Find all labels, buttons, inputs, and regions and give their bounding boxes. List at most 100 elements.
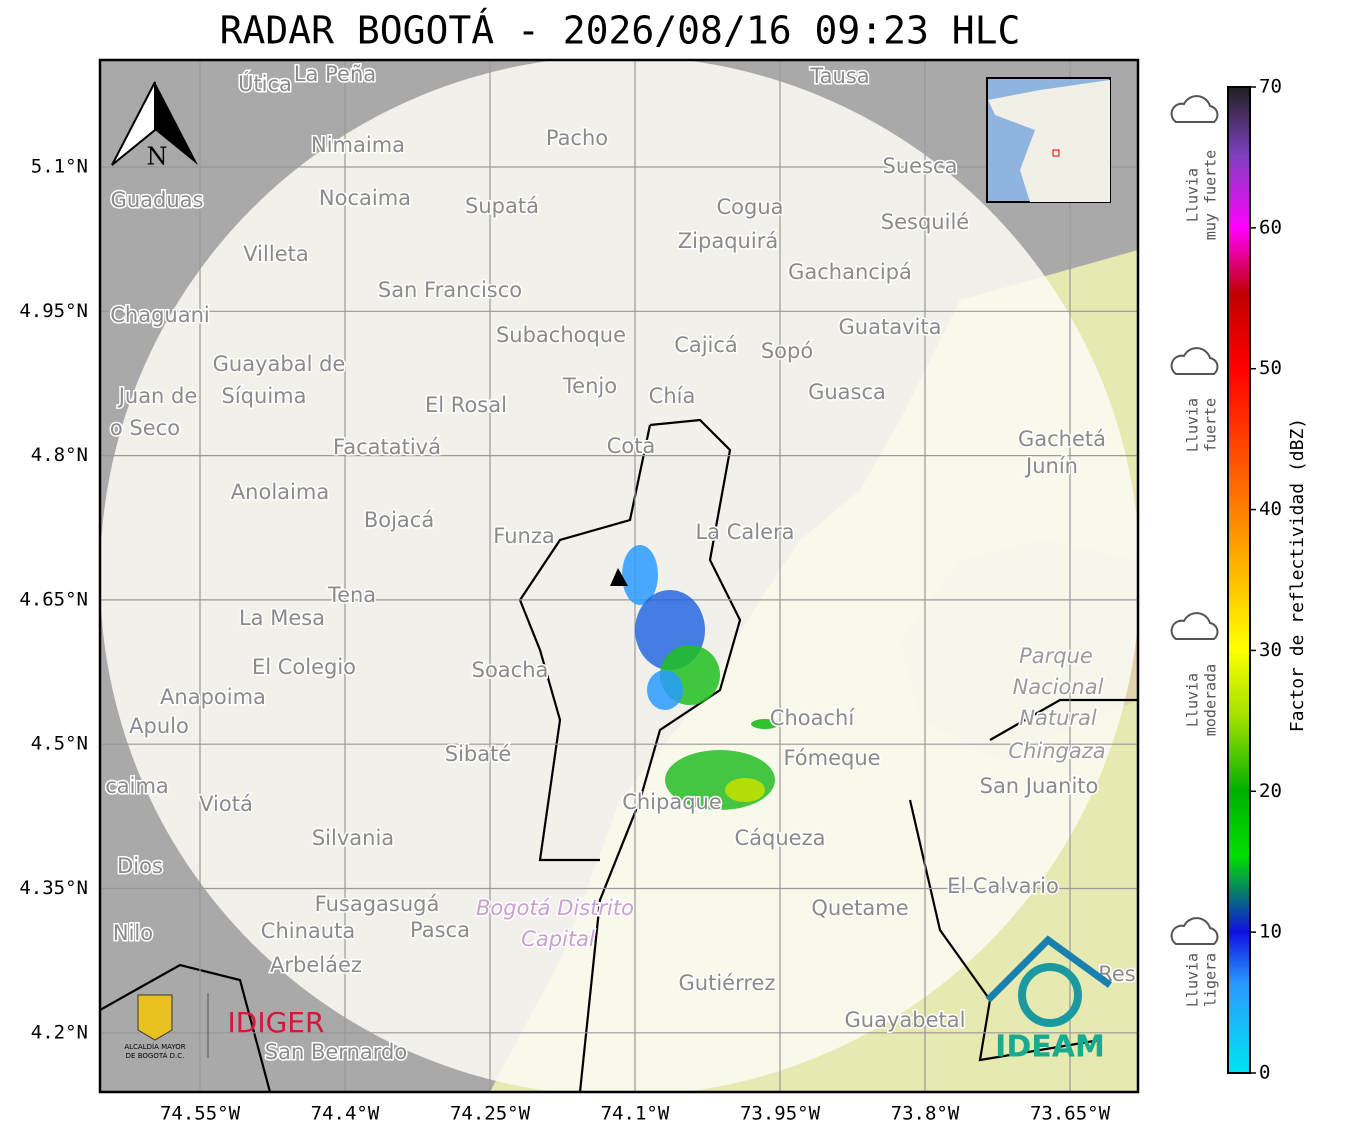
place-label: Sopó	[761, 339, 813, 363]
lon-tick-label: 74.4°W	[311, 1103, 380, 1125]
colorbar-tick-label: 50	[1259, 357, 1282, 379]
place-label: San Juanito	[980, 774, 1099, 798]
place-label: Junín	[1024, 454, 1078, 478]
coat-of-arms	[137, 994, 173, 1041]
place-label: Tausa	[809, 64, 869, 88]
weather-icon	[1170, 347, 1219, 375]
place-label: Guaduas	[111, 188, 204, 212]
place-label: Arbeláez	[270, 953, 362, 977]
place-label: caima	[105, 774, 169, 798]
colorbar-tick-label: 60	[1259, 216, 1282, 238]
lat-tick-label: 5.1°N	[31, 156, 88, 178]
rain-category: Lluvia moderada	[1170, 612, 1220, 736]
place-label: San Francisco	[378, 278, 522, 302]
north-arrow	[155, 82, 198, 165]
colorbar-tick-label: 10	[1259, 921, 1282, 943]
place-label: Natural	[1019, 706, 1097, 730]
place-label: Viotá	[199, 792, 253, 816]
place-label: o Seco	[110, 416, 180, 440]
place-label: Cota	[607, 434, 656, 458]
ideam-logo	[1018, 963, 1082, 1027]
place-label: Cáqueza	[735, 826, 826, 850]
north-label: N	[147, 143, 168, 171]
colorbar-label: Factor de reflectividad (dBZ)	[1287, 418, 1308, 732]
map-frame	[98, 58, 1140, 1094]
lat-tick-label: 4.2°N	[31, 1021, 88, 1043]
lat-tick-label: 4.65°N	[19, 588, 88, 610]
place-label: Supatá	[465, 194, 539, 218]
place-label: Dios	[117, 854, 163, 878]
place-label: Silvania	[312, 826, 394, 850]
place-label: Fómeque	[783, 746, 880, 770]
place-label: Tenjo	[562, 374, 617, 398]
lon-tick-label: 74.25°W	[450, 1103, 531, 1125]
rain-label: Lluvia	[1184, 398, 1202, 452]
place-label: San Bernardo	[265, 1040, 407, 1064]
lat-tick-label: 4.95°N	[19, 300, 88, 322]
place-label: Anolaima	[231, 480, 329, 504]
rain-category: Lluvia ligera	[1170, 917, 1220, 1007]
place-label: La Peña	[294, 62, 376, 86]
graticule	[100, 60, 1138, 1092]
place-label: Útica	[238, 71, 292, 96]
weather-icon	[1170, 95, 1219, 123]
place-label: Pasca	[410, 918, 470, 942]
rain-label: Lluvia	[1184, 673, 1202, 727]
place-label: Sibaté	[445, 742, 512, 766]
place-label: Nimaima	[311, 133, 405, 157]
place-label: La Calera	[695, 520, 794, 544]
lon-tick-label: 74.1°W	[601, 1103, 670, 1125]
place-label: Chinauta	[261, 919, 355, 943]
place-label: Sesquilé	[881, 210, 969, 234]
rain-label: Lluvia	[1184, 168, 1202, 222]
lat-tick-label: 4.35°N	[19, 877, 88, 899]
colorbar-tick-label: 30	[1259, 639, 1282, 661]
weather-icon	[1170, 917, 1219, 945]
rain-label: ligera	[1202, 953, 1220, 1007]
place-label: Guasca	[808, 380, 886, 404]
rain-label: fuerte	[1202, 398, 1220, 452]
place-label: Chingaza	[1008, 739, 1105, 763]
rain-label: Lluvia	[1184, 953, 1202, 1007]
colorbar-tick-label: 0	[1259, 1062, 1270, 1084]
colorbar-ticks: 0 10 20 30 40 50 60 70	[1250, 76, 1282, 1084]
title: RADAR BOGOTÁ - 2026/08/16 09:23 HLC	[220, 9, 1021, 53]
rain-category: Lluvia muy fuerte	[1170, 95, 1220, 240]
place-label: Quetame	[811, 896, 908, 920]
rain-category: Lluvia fuerte	[1170, 347, 1220, 452]
place-label: El Calvario	[947, 874, 1059, 898]
place-label: Nilo	[113, 921, 153, 945]
lon-tick-label: 73.8°W	[891, 1103, 960, 1125]
inset-marker	[1052, 149, 1060, 157]
place-label: Cajicá	[674, 333, 738, 357]
map: Útica La Peña Tausa Pacho Nimaima Suesca Guadu…	[100, 60, 1138, 1092]
place-label: Bogotá Distrito	[476, 896, 634, 920]
place-labels: Útica La Peña Tausa Pacho Nimaima Suesca Guadu…	[104, 61, 1138, 1066]
place-label: Pacho	[546, 126, 608, 150]
place-label: Zipaquirá	[678, 229, 778, 253]
logo-text: DE BOGOTÁ D.C.	[126, 1051, 185, 1060]
inset-land	[988, 80, 1110, 202]
place-label: Bojacá	[364, 508, 434, 532]
place-label: Facatativá	[333, 435, 441, 459]
place-label: Chía	[649, 384, 696, 408]
radar-echo	[610, 545, 779, 810]
rain-label: muy fuerte	[1202, 150, 1220, 240]
weather-icon	[1170, 612, 1219, 640]
place-label: Cogua	[716, 195, 783, 219]
logo-text: IDIGER	[228, 1006, 325, 1039]
place-label: Gutiérrez	[679, 971, 776, 995]
place-label: Parque	[1019, 644, 1093, 668]
place-label: Gachancipá	[788, 260, 912, 284]
place-label: Apulo	[129, 714, 189, 738]
place-label: Nacional	[1013, 675, 1104, 699]
district-border	[518, 418, 742, 1092]
lon-tick-label: 73.65°W	[1030, 1103, 1111, 1125]
logo-text: IDEAM	[995, 1030, 1105, 1065]
place-label: Soacha	[472, 658, 549, 682]
rain-label: moderada	[1202, 664, 1220, 736]
place-label: Juan de	[117, 384, 198, 408]
place-label: Nocaima	[319, 186, 411, 210]
